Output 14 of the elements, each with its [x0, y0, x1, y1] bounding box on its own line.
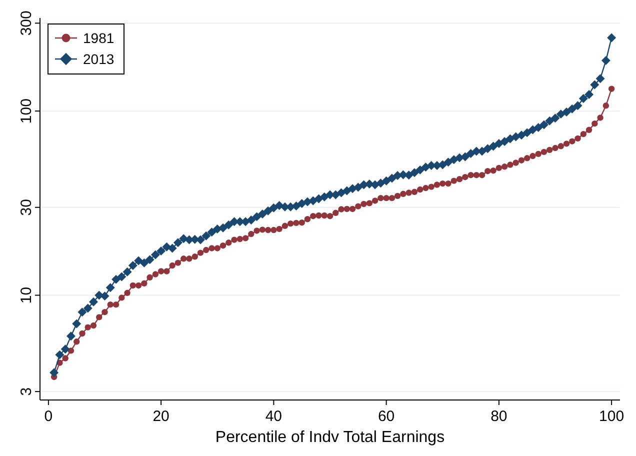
y-tick-label: 300 [18, 10, 35, 36]
y-tick-label: 10 [18, 286, 35, 304]
x-tick-label: 20 [152, 408, 170, 425]
x-tick-label: 60 [378, 408, 395, 425]
y-tick-label: 3 [18, 387, 35, 396]
x-tick-label: 40 [265, 408, 282, 425]
x-axis-title: Percentile of Indv Total Earnings [215, 429, 445, 446]
y-tick-label: 100 [18, 98, 35, 124]
legend-label: 2013 [83, 51, 114, 67]
x-tick-label: 0 [44, 408, 53, 425]
x-tick-label: 80 [490, 408, 508, 425]
x-tick-label: 100 [599, 408, 624, 425]
y-tick-label: 30 [18, 199, 35, 216]
legend-label: 1981 [83, 30, 114, 46]
